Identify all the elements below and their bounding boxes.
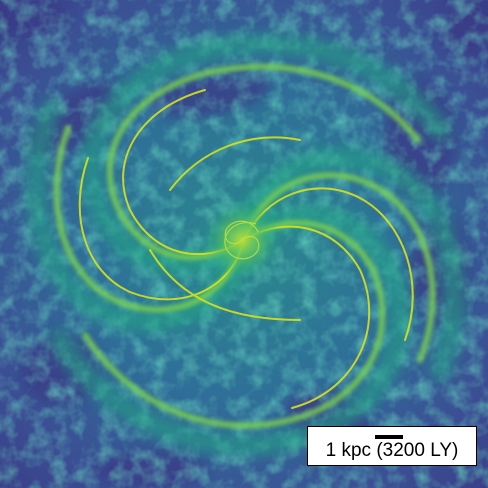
scale-bar-label: 1 kpc (3200 LY) bbox=[325, 440, 459, 461]
spiral-arms bbox=[25, 33, 465, 457]
scale-bar bbox=[375, 435, 403, 439]
core-spiral bbox=[224, 220, 260, 260]
scale-bar-box: 1 kpc (3200 LY) bbox=[307, 426, 477, 466]
